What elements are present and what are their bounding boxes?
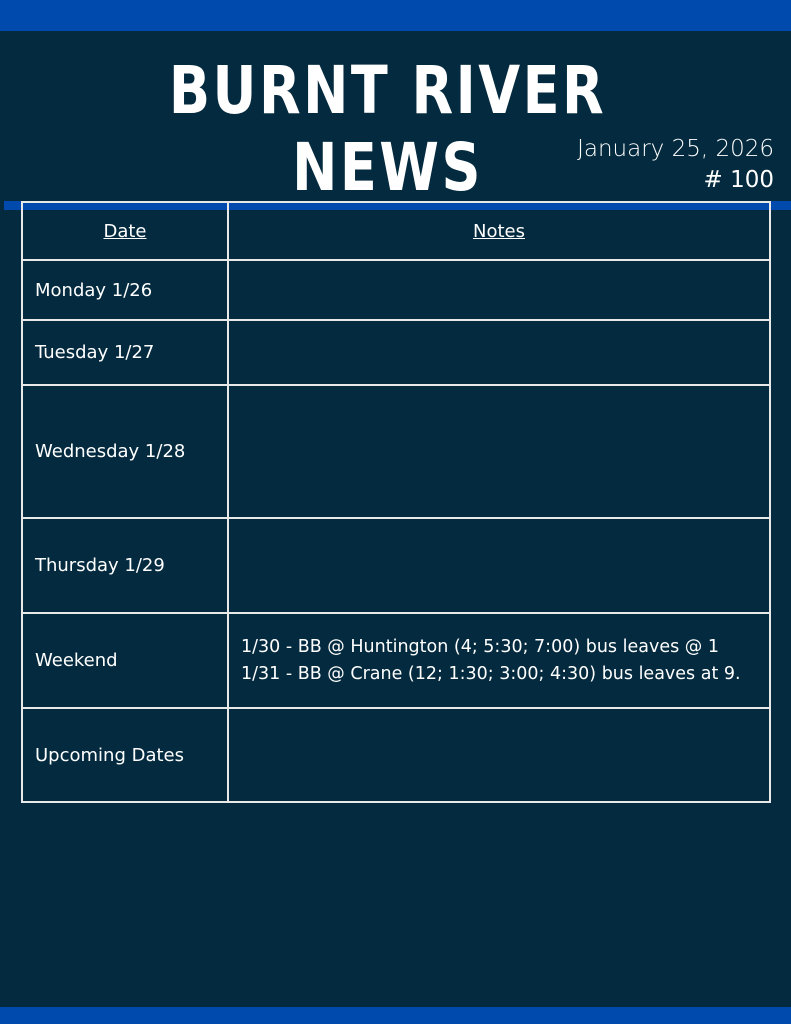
bottom-accent-bar xyxy=(0,1007,791,1024)
table-row: Thursday 1/29 xyxy=(21,517,771,614)
notes-cell: 1/30 - BB @ Huntington (4; 5:30; 7:00) b… xyxy=(227,612,771,709)
day-cell: Weekend xyxy=(21,612,229,709)
notes-cell xyxy=(227,707,771,803)
table-row: Wednesday 1/28 xyxy=(21,384,771,519)
column-header-date: Date xyxy=(21,201,229,261)
table-row: Tuesday 1/27 xyxy=(21,319,771,386)
day-cell: Tuesday 1/27 xyxy=(21,319,229,386)
day-cell: Thursday 1/29 xyxy=(21,517,229,614)
newsletter-title: BURNT RIVER NEWS xyxy=(168,52,607,206)
notes-cell xyxy=(227,259,771,321)
notes-cell xyxy=(227,319,771,386)
notes-cell xyxy=(227,384,771,519)
day-cell: Upcoming Dates xyxy=(21,707,229,803)
table-row: Weekend 1/30 - BB @ Huntington (4; 5:30;… xyxy=(21,612,771,709)
notes-cell xyxy=(227,517,771,614)
note-line: 1/30 - BB @ Huntington (4; 5:30; 7:00) b… xyxy=(241,636,719,657)
table-row: Monday 1/26 xyxy=(21,259,771,321)
issue-number: # 100 xyxy=(703,167,774,193)
table-row: Upcoming Dates xyxy=(21,707,771,803)
column-header-notes: Notes xyxy=(227,201,771,261)
day-cell: Wednesday 1/28 xyxy=(21,384,229,519)
day-cell: Monday 1/26 xyxy=(21,259,229,321)
note-line: 1/31 - BB @ Crane (12; 1:30; 3:00; 4:30)… xyxy=(241,663,741,684)
schedule-table: Date Notes Monday 1/26 Tuesday 1/27 Wedn… xyxy=(21,201,771,803)
top-accent-bar xyxy=(0,0,791,31)
issue-date: January 25, 2026 xyxy=(577,136,774,162)
table-header-row: Date Notes xyxy=(21,201,771,261)
